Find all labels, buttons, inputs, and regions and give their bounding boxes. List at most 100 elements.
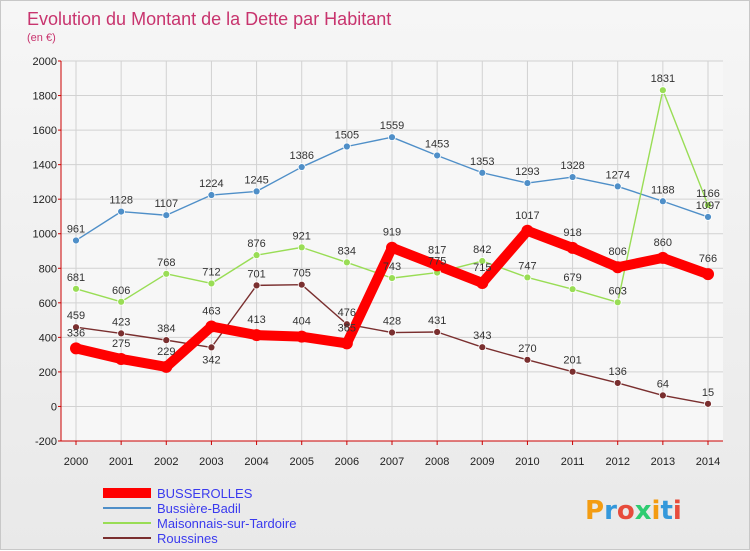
y-tick-label: 1200 xyxy=(33,194,57,206)
y-tick-label: 1400 xyxy=(33,160,57,172)
data-point-bussi-re-badil xyxy=(388,133,396,142)
data-label-roussines: 384 xyxy=(157,323,175,335)
data-point-roussines xyxy=(297,280,306,289)
x-tick-label: 2009 xyxy=(470,456,494,468)
chart-subtitle: (en €) xyxy=(27,32,56,44)
x-tick-label: 2003 xyxy=(199,456,223,468)
x-tick-label: 2007 xyxy=(380,456,404,468)
data-point-maisonnais-sur-tardoire xyxy=(388,274,396,283)
data-point-roussines xyxy=(207,343,216,352)
data-label-maisonnais-sur-tardoire: 1166 xyxy=(696,188,720,200)
data-point-bussi-re-badil xyxy=(207,191,216,199)
data-label-bussi-re-badil: 1097 xyxy=(696,200,720,212)
data-point-busserolles xyxy=(611,261,624,274)
x-tick-label: 2001 xyxy=(109,456,133,468)
data-point-busserolles xyxy=(250,329,263,342)
data-point-roussines xyxy=(568,367,577,376)
data-label-bussi-re-badil: 1505 xyxy=(335,130,359,142)
x-tick-label: 2010 xyxy=(515,456,539,468)
data-point-busserolles xyxy=(431,259,444,272)
data-point-maisonnais-sur-tardoire xyxy=(704,201,712,209)
data-point-maisonnais-sur-tardoire xyxy=(478,257,487,265)
data-point-busserolles xyxy=(340,337,353,350)
data-label-roussines: 342 xyxy=(202,354,220,366)
data-label-busserolles: 806 xyxy=(609,246,627,258)
data-point-maisonnais-sur-tardoire xyxy=(613,298,622,307)
data-point-roussines xyxy=(117,329,126,338)
data-point-busserolles xyxy=(295,330,308,343)
data-point-maisonnais-sur-tardoire xyxy=(523,273,532,282)
data-point-maisonnais-sur-tardoire xyxy=(568,285,577,294)
data-point-bussi-re-badil xyxy=(117,207,126,216)
data-label-busserolles: 404 xyxy=(293,316,311,328)
data-point-bussi-re-badil xyxy=(613,182,622,191)
data-label-bussi-re-badil: 1386 xyxy=(289,150,313,162)
data-point-bussi-re-badil xyxy=(523,179,532,188)
data-point-busserolles xyxy=(386,241,398,254)
legend-label-bussi-re-badil: Bussière-Badil xyxy=(157,501,241,516)
data-label-busserolles: 275 xyxy=(112,338,130,350)
data-label-maisonnais-sur-tardoire: 681 xyxy=(67,272,85,284)
data-point-maisonnais-sur-tardoire xyxy=(72,284,80,293)
legend-label-busserolles: BUSSEROLLES xyxy=(157,486,253,501)
data-label-bussi-re-badil: 1328 xyxy=(560,160,584,172)
data-point-busserolles xyxy=(521,224,534,237)
data-label-bussi-re-badil: 1353 xyxy=(470,156,494,168)
data-point-maisonnais-sur-tardoire xyxy=(658,86,667,95)
data-label-roussines: 64 xyxy=(657,378,669,390)
x-tick-label: 2004 xyxy=(244,456,268,468)
data-label-maisonnais-sur-tardoire: 834 xyxy=(338,245,356,257)
data-label-bussi-re-badil: 961 xyxy=(67,223,85,235)
data-label-busserolles: 918 xyxy=(563,227,581,239)
data-point-roussines xyxy=(523,355,532,364)
data-label-roussines: 476 xyxy=(338,307,356,319)
x-tick-label: 2014 xyxy=(696,456,720,468)
data-point-maisonnais-sur-tardoire xyxy=(297,243,306,252)
data-point-bussi-re-badil xyxy=(252,187,261,196)
data-point-maisonnais-sur-tardoire xyxy=(252,251,261,260)
data-point-bussi-re-badil xyxy=(297,163,306,171)
data-label-roussines: 201 xyxy=(563,355,581,367)
data-label-roussines: 270 xyxy=(518,343,536,355)
data-label-busserolles: 817 xyxy=(428,244,446,256)
data-label-bussi-re-badil: 1559 xyxy=(380,120,404,132)
data-label-maisonnais-sur-tardoire: 768 xyxy=(157,257,175,269)
data-label-busserolles: 919 xyxy=(383,227,401,239)
data-label-busserolles: 229 xyxy=(157,346,175,358)
proxiti-logo: Proxiti xyxy=(585,496,682,526)
data-point-busserolles xyxy=(70,342,82,355)
data-point-roussines xyxy=(252,281,261,290)
data-label-roussines: 705 xyxy=(293,268,311,280)
data-label-busserolles: 413 xyxy=(247,314,265,326)
data-label-maisonnais-sur-tardoire: 775 xyxy=(428,256,446,268)
data-label-roussines: 136 xyxy=(609,366,627,378)
data-point-roussines xyxy=(613,379,622,387)
y-tick-label: 0 xyxy=(51,401,57,413)
data-point-bussi-re-badil xyxy=(568,173,577,181)
data-point-busserolles xyxy=(115,352,128,365)
data-point-bussi-re-badil xyxy=(342,142,351,151)
data-label-roussines: 701 xyxy=(247,268,265,280)
data-point-roussines xyxy=(478,343,487,352)
y-tick-label: 1600 xyxy=(33,125,57,137)
data-label-maisonnais-sur-tardoire: 747 xyxy=(518,260,536,272)
x-tick-label: 2002 xyxy=(154,456,178,468)
x-tick-label: 2011 xyxy=(561,456,585,468)
y-tick-label: 2000 xyxy=(33,56,57,68)
data-point-busserolles xyxy=(656,251,669,264)
data-point-busserolles xyxy=(476,276,489,289)
data-label-bussi-re-badil: 1453 xyxy=(425,138,449,150)
data-point-roussines xyxy=(658,391,667,400)
data-point-roussines xyxy=(342,320,351,329)
data-label-busserolles: 715 xyxy=(473,262,491,274)
data-label-roussines: 428 xyxy=(383,316,401,328)
data-label-busserolles: 766 xyxy=(699,253,717,265)
data-point-maisonnais-sur-tardoire xyxy=(207,279,216,288)
y-tick-label: 600 xyxy=(39,298,57,310)
data-point-busserolles xyxy=(205,320,218,333)
data-point-maisonnais-sur-tardoire xyxy=(162,269,171,278)
y-tick-label: 1800 xyxy=(33,91,57,103)
data-label-roussines: 459 xyxy=(67,310,85,322)
y-tick-label: 400 xyxy=(39,332,57,344)
